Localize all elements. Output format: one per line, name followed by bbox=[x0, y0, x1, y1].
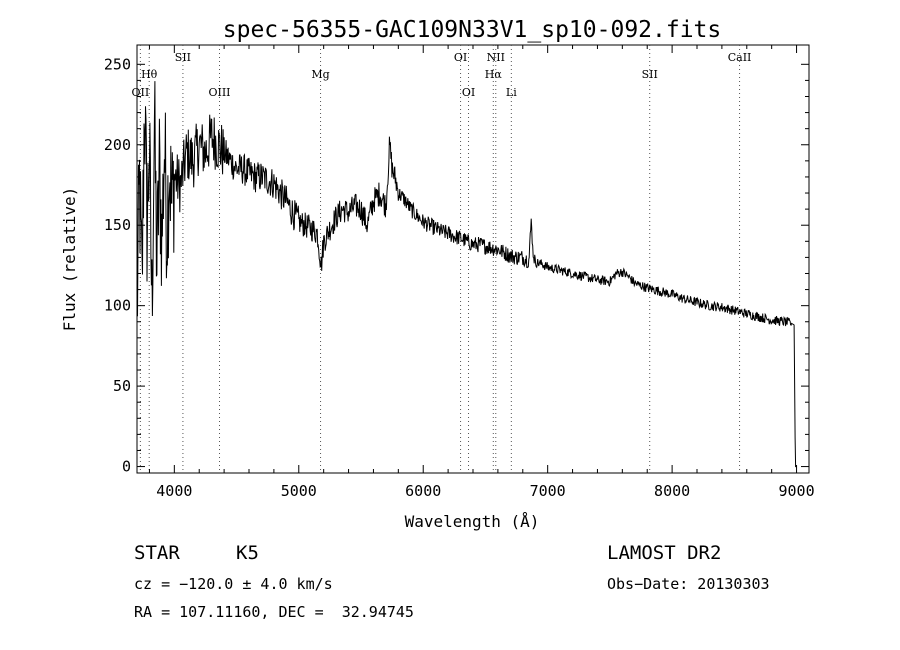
observation-date: Obs−Date: 20130303 bbox=[607, 575, 770, 593]
spectral-line-label: Hθ bbox=[141, 68, 158, 81]
spectral-line-label: CaII bbox=[728, 51, 752, 64]
redshift-velocity: cz = −120.0 ± 4.0 km/s bbox=[134, 575, 333, 593]
spectrum-series-line bbox=[136, 81, 797, 468]
x-tick-label: 6000 bbox=[405, 482, 441, 500]
spectral-line-label: OI bbox=[462, 86, 475, 99]
y-axis-label: Flux (relative) bbox=[60, 187, 79, 332]
chart-title: spec-56355-GAC109N33V1_sp10-092.fits bbox=[223, 17, 722, 43]
x-axis-label: Wavelength (Å) bbox=[405, 512, 540, 531]
spectral-line-label: NII bbox=[487, 51, 505, 64]
y-tick-label: 50 bbox=[113, 377, 131, 395]
y-tick-label: 150 bbox=[104, 216, 131, 234]
y-tick-label: 250 bbox=[104, 55, 131, 73]
spectral-line-label: OII bbox=[132, 86, 150, 99]
spectral-line-markers bbox=[139, 45, 741, 473]
x-tick-label: 5000 bbox=[281, 482, 317, 500]
y-tick-label: 200 bbox=[104, 136, 131, 154]
x-tick-label: 4000 bbox=[156, 482, 192, 500]
survey-name: LAMOST DR2 bbox=[607, 542, 722, 564]
spectral-line-label: SII bbox=[642, 68, 658, 81]
object-subclass: K5 bbox=[236, 542, 259, 564]
ra-dec-coordinates: RA = 107.11160, DEC = 32.94745 bbox=[134, 603, 414, 621]
spectral-line-label: OIII bbox=[208, 86, 230, 99]
axes: 4000 5000 6000 7000 8000 9000 0 50 100 150 200 250 bbox=[104, 45, 815, 500]
spectral-line-label: Li bbox=[506, 86, 517, 99]
spectral-line-label: OI bbox=[454, 51, 467, 64]
object-class: STAR bbox=[134, 542, 180, 564]
spectral-line-label: Hα bbox=[485, 68, 503, 81]
y-tick-label: 0 bbox=[122, 458, 131, 476]
spectral-line-label: SII bbox=[175, 51, 191, 64]
plot-frame bbox=[136, 44, 810, 474]
y-tick-label: 100 bbox=[104, 297, 131, 315]
x-tick-label: 7000 bbox=[530, 482, 566, 500]
x-tick-label: 9000 bbox=[778, 482, 814, 500]
x-tick-label: 8000 bbox=[654, 482, 690, 500]
spectral-line-label: Mg bbox=[311, 68, 329, 81]
